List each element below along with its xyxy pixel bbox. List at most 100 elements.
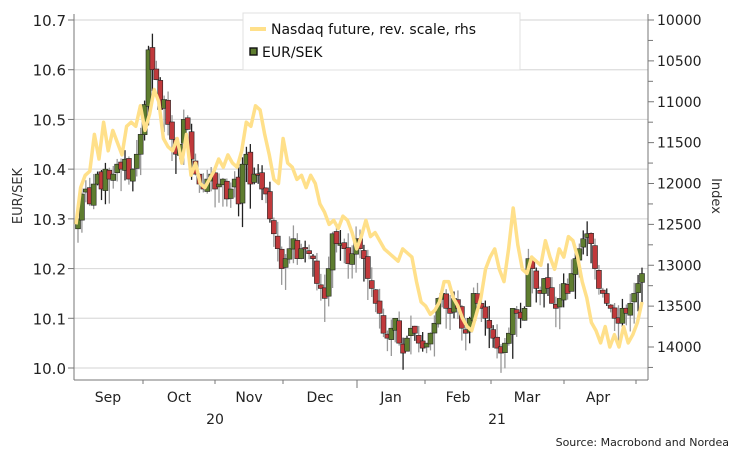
candle-body (302, 247, 308, 250)
candle-body (533, 270, 540, 289)
right-tick-label: 10000 (657, 13, 702, 29)
candle-body (427, 332, 434, 345)
year-label: 20 (206, 412, 224, 428)
candle-body (333, 231, 340, 245)
right-tick-label: 13500 (657, 299, 702, 315)
left-tick-label: 10.7 (33, 12, 66, 30)
candle-body (263, 187, 269, 195)
left-tick-label: 10.5 (33, 111, 66, 129)
candle-body (267, 191, 273, 220)
month-label: Nov (235, 390, 262, 406)
candle-body (145, 49, 152, 107)
candle-body (251, 173, 258, 183)
candle-body (349, 253, 355, 265)
candle-body (627, 303, 634, 316)
year-label: 21 (488, 412, 506, 428)
candle-body (580, 238, 587, 248)
candle-body (110, 173, 117, 181)
right-axis-title: Index (708, 178, 723, 214)
candle-body (130, 168, 136, 182)
right-tick-label: 11000 (657, 95, 702, 111)
candle-body (216, 183, 222, 188)
candle-body (306, 250, 312, 254)
candle-body (271, 220, 277, 235)
legend: Nasdaq future, rev. scale, rhs EUR/SEK (242, 12, 521, 71)
month-label: Feb (446, 390, 471, 406)
right-tick-label: 10500 (657, 54, 702, 70)
left-tick-label: 10.3 (33, 211, 66, 229)
candle-body (388, 327, 395, 340)
candle-body (227, 188, 234, 199)
candle-body (169, 121, 175, 140)
legend-label-nasdaq: Nasdaq future, rev. scale, rhs (271, 22, 476, 38)
candle-body (431, 322, 438, 334)
legend-candle-swatch (249, 47, 258, 56)
candle-body (368, 280, 375, 289)
candle-body (102, 168, 109, 191)
candle-body (443, 293, 449, 309)
candle-body (286, 248, 293, 260)
candle-body (380, 315, 387, 334)
nasdaq-series (74, 87, 644, 349)
candle-body (509, 308, 516, 335)
candle-body (611, 307, 618, 319)
candle-body (502, 342, 508, 353)
candle-body (329, 233, 336, 271)
legend-box (242, 12, 521, 71)
right-tick-label: 14000 (657, 340, 702, 356)
right-tick-label: 11500 (657, 136, 702, 152)
candle-body (239, 163, 246, 204)
month-label: Jan (379, 390, 402, 406)
candle-body (274, 235, 281, 249)
right-tick-label: 12500 (657, 217, 702, 233)
candle-body (494, 336, 500, 349)
candle-body (556, 298, 563, 308)
candle-body (490, 329, 496, 339)
left-tick-label: 10.2 (33, 261, 66, 279)
left-tick-label: 10.0 (33, 360, 66, 378)
candle-body (298, 248, 305, 259)
right-tick-label: 13000 (657, 258, 702, 274)
candle-body (372, 289, 379, 304)
candle-body (588, 232, 594, 245)
candle-body (596, 270, 602, 289)
candle-body (314, 260, 320, 284)
candle-body (521, 308, 528, 321)
candle-body (404, 337, 410, 352)
month-label: Mar (514, 390, 541, 406)
candle-body (568, 273, 575, 292)
candle-body (486, 320, 493, 329)
candle-body (126, 158, 132, 180)
left-tick-label: 10.6 (33, 62, 66, 80)
candle-body (133, 153, 140, 169)
axes: 10.0 10.1 10.2 10.3 10.4 10.5 10.6 10.7 10000 105… (11, 12, 723, 428)
candle-body (165, 99, 171, 125)
candle-body (631, 293, 637, 303)
candle-body (423, 342, 430, 348)
candle-body (592, 245, 598, 269)
candle-body (310, 255, 316, 259)
candle-body (603, 293, 610, 304)
candle-body (137, 134, 144, 155)
candle-body (361, 250, 367, 259)
candle-body (482, 306, 489, 319)
candle-body (149, 47, 156, 71)
candle-body (376, 300, 383, 314)
legend-label-eursek: EUR/SEK (262, 45, 323, 61)
candle-body (415, 335, 422, 344)
candle-body (513, 309, 520, 314)
month-label: Dec (306, 390, 333, 406)
candle-body (396, 320, 402, 344)
gridlines (74, 19, 648, 369)
candle-body (325, 268, 332, 297)
candle-body (545, 277, 551, 289)
source-note: Source: Macrobond and Nordea (555, 436, 729, 449)
nasdaq-line (74, 87, 644, 349)
candle-body (619, 308, 626, 324)
candle-body (607, 304, 614, 309)
candle-body (635, 283, 641, 293)
month-label: Apr (586, 390, 610, 406)
candle-body (600, 289, 606, 294)
left-axis-title: EUR/SEK (11, 167, 26, 224)
